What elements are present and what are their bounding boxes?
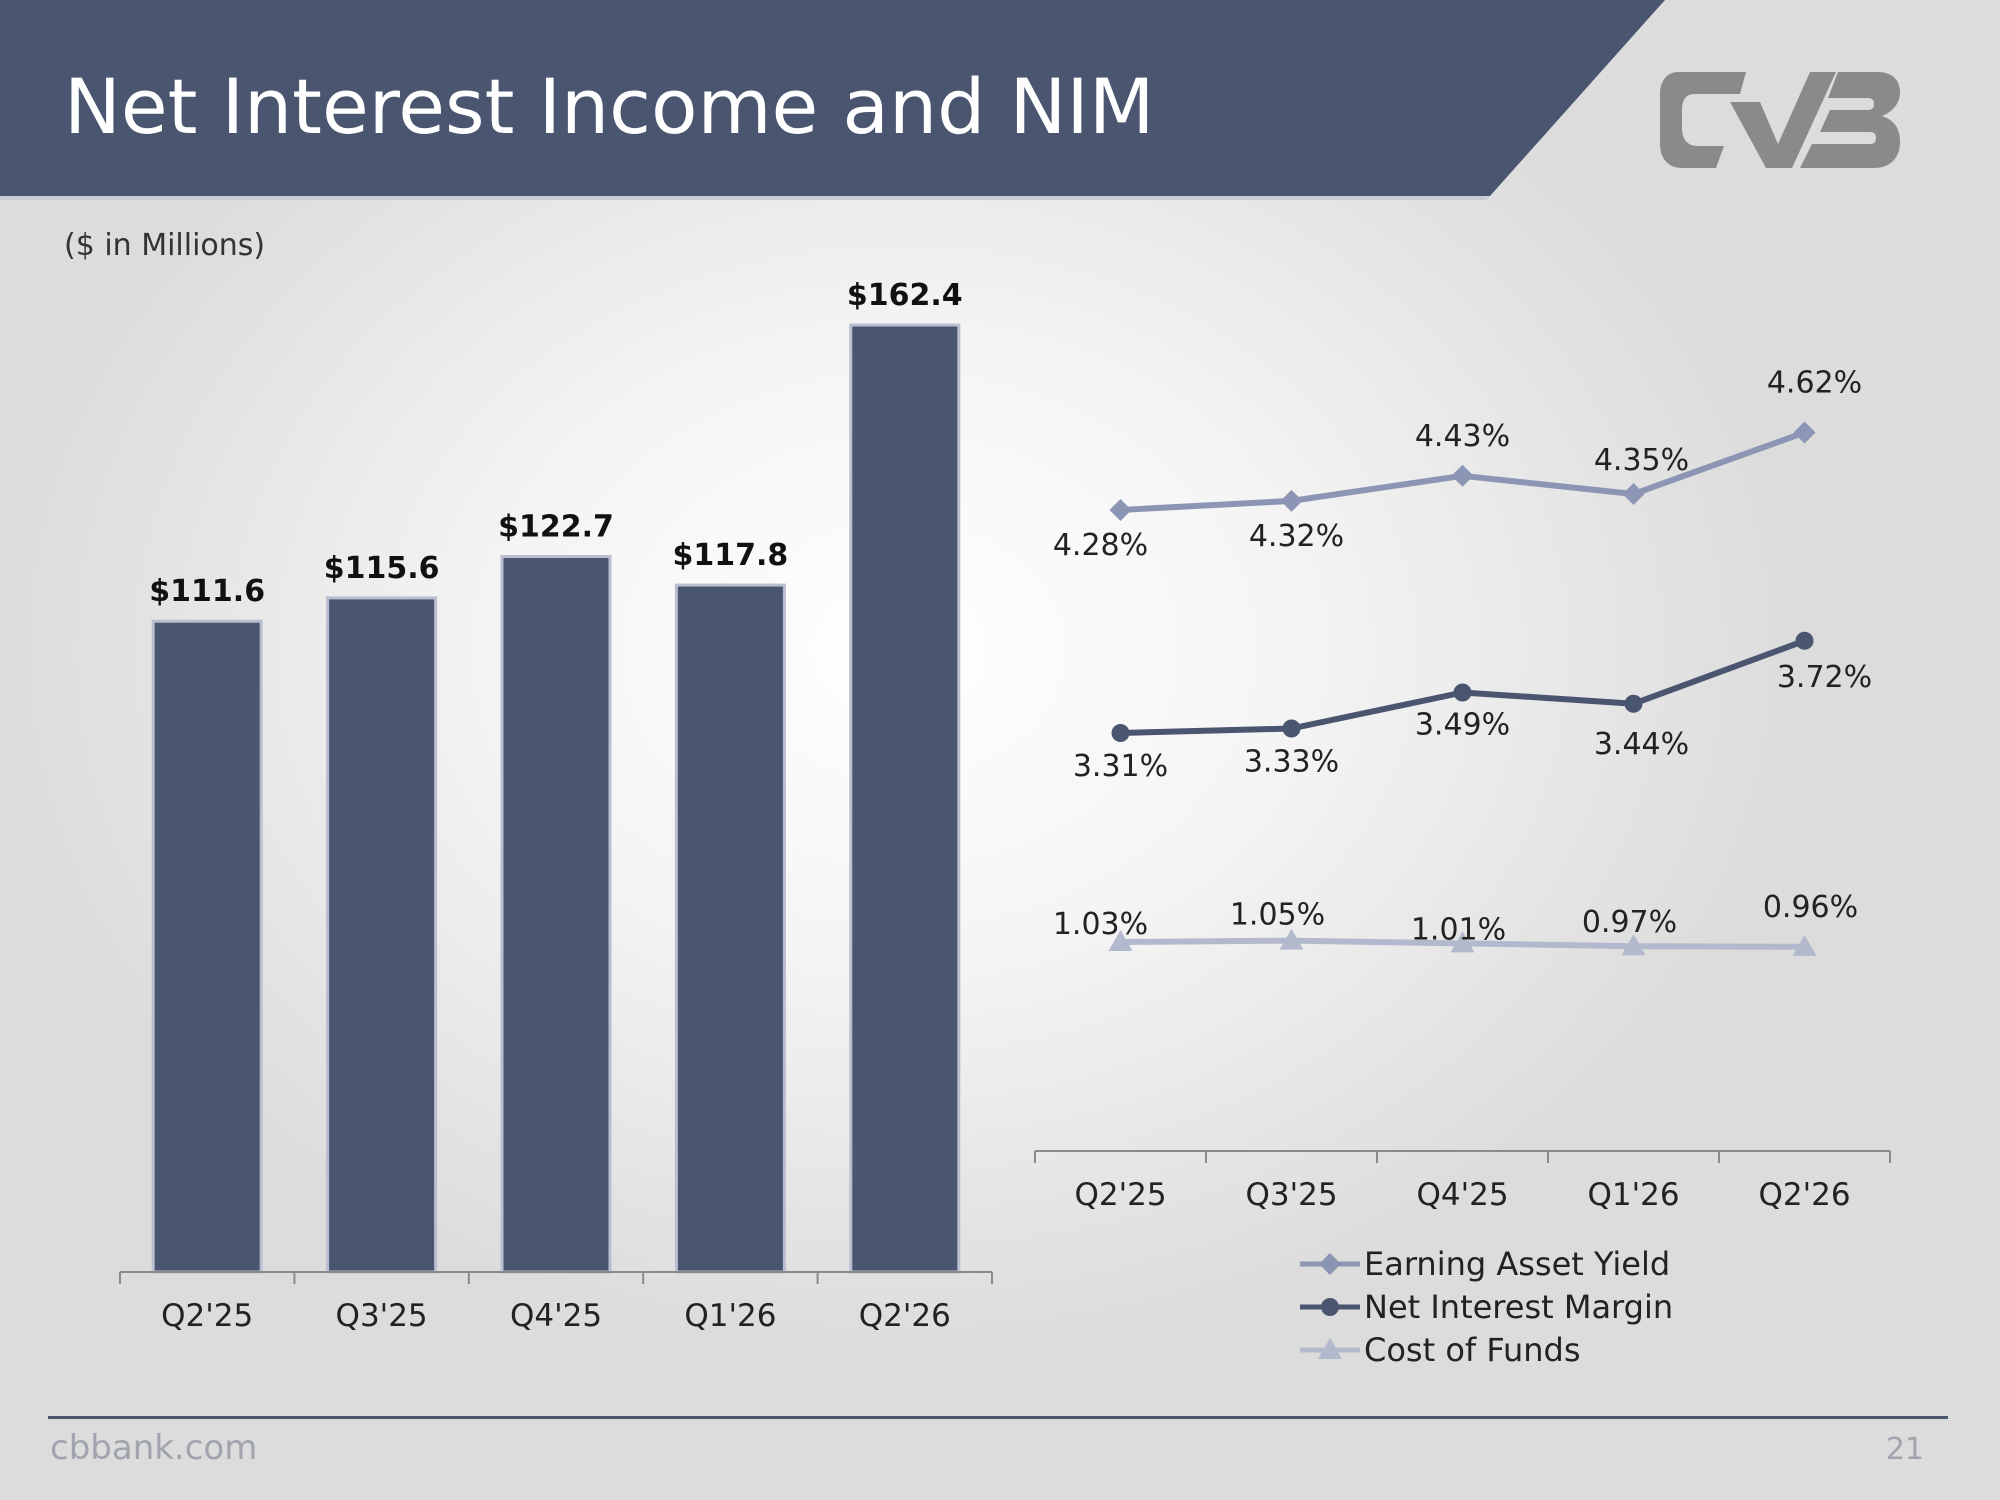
circle-marker bbox=[1795, 631, 1814, 650]
legend-label: Earning Asset Yield bbox=[1364, 1245, 1670, 1283]
diamond-marker bbox=[1793, 421, 1816, 444]
circle-marker bbox=[1624, 694, 1643, 713]
circle-marker bbox=[1111, 724, 1130, 742]
legend: Earning Asset Yield Net Interest Margin Co… bbox=[1300, 1245, 1673, 1369]
x-tick-label: Q4'25 bbox=[1416, 1177, 1508, 1213]
bar bbox=[500, 555, 612, 1274]
page-title: Net Interest Income and NIM bbox=[64, 62, 1155, 151]
net-interest-income-bar-chart: $111.6 Q2'25 $115.6 Q3'25 $122.7 Q4'25 $117.8 Q… bbox=[119, 278, 993, 1334]
circle-marker bbox=[1453, 683, 1472, 702]
point-data-label: 4.32% bbox=[1249, 519, 1344, 554]
point-data-label: 1.03% bbox=[1053, 907, 1148, 942]
bar bbox=[849, 323, 961, 1274]
footer-divider bbox=[48, 1416, 1948, 1419]
header-banner: Net Interest Income and NIM bbox=[0, 0, 2000, 210]
bar-data-label: $122.7 bbox=[498, 510, 614, 545]
triangle-marker bbox=[1621, 934, 1646, 956]
series-earning-asset-yield: 4.28% 4.32% 4.43% 4.35% 4.62% bbox=[1053, 365, 1862, 563]
triangle-marker bbox=[1450, 931, 1475, 953]
cvb-logo bbox=[1660, 72, 1900, 168]
point-data-label: 4.35% bbox=[1594, 443, 1689, 478]
triangle-marker bbox=[1108, 930, 1133, 951]
bar-data-label: $117.8 bbox=[673, 538, 789, 573]
legend-item: Net Interest Margin bbox=[1300, 1288, 1673, 1326]
diamond-marker bbox=[1451, 464, 1474, 487]
point-data-label: 0.97% bbox=[1582, 905, 1677, 940]
legend-label: Cost of Funds bbox=[1364, 1331, 1581, 1369]
x-tick-label: Q1'26 bbox=[684, 1298, 776, 1334]
x-tick-label: Q4'25 bbox=[510, 1298, 602, 1334]
bar bbox=[326, 596, 438, 1274]
point-data-label: 4.28% bbox=[1053, 528, 1148, 563]
legend-item: Earning Asset Yield bbox=[1300, 1245, 1670, 1283]
diamond-marker bbox=[1319, 1253, 1341, 1275]
series-cost-of-funds: 1.03% 1.05% 1.01% 0.97% 0.96% bbox=[1053, 890, 1858, 956]
x-tick-label: Q2'26 bbox=[1758, 1177, 1850, 1213]
series-net-interest-margin: 3.31% 3.33% 3.49% 3.44% 3.72% bbox=[1073, 631, 1872, 784]
circle-marker bbox=[1282, 719, 1301, 738]
footer-website: cbbank.com bbox=[50, 1428, 258, 1468]
page-number: 21 bbox=[1885, 1432, 1924, 1467]
units-note: ($ in Millions) bbox=[64, 228, 266, 263]
x-tick-label: Q3'25 bbox=[336, 1298, 428, 1334]
point-data-label: 1.01% bbox=[1411, 912, 1506, 947]
diamond-marker bbox=[1109, 499, 1132, 521]
point-data-label: 3.72% bbox=[1777, 660, 1872, 695]
point-data-label: 3.49% bbox=[1415, 708, 1510, 743]
x-tick-label: Q1'26 bbox=[1587, 1177, 1679, 1213]
bar-data-label: $111.6 bbox=[149, 574, 265, 609]
bar bbox=[151, 619, 263, 1274]
bar-data-label: $162.4 bbox=[847, 278, 963, 313]
point-data-label: 3.44% bbox=[1594, 727, 1689, 762]
triangle-marker bbox=[1792, 934, 1817, 956]
diamond-marker bbox=[1280, 489, 1303, 512]
triangle-marker bbox=[1279, 928, 1304, 950]
point-data-label: 1.05% bbox=[1230, 898, 1325, 933]
diamond-marker bbox=[1622, 483, 1645, 506]
point-data-label: 3.31% bbox=[1073, 749, 1168, 784]
point-data-label: 4.43% bbox=[1415, 419, 1510, 454]
header-shape bbox=[0, 0, 1665, 200]
bar-data-label: $115.6 bbox=[324, 551, 440, 586]
x-tick-label: Q2'25 bbox=[1074, 1177, 1166, 1213]
legend-item: Cost of Funds bbox=[1300, 1331, 1581, 1369]
point-data-label: 4.62% bbox=[1767, 365, 1862, 400]
legend-label: Net Interest Margin bbox=[1364, 1288, 1673, 1326]
nim-line-chart: 4.28% 4.32% 4.43% 4.35% 4.62% 3.31% 3.33% 3.49%… bbox=[1034, 365, 1891, 1369]
point-data-label: 0.96% bbox=[1763, 890, 1858, 925]
x-tick-label: Q3'25 bbox=[1245, 1177, 1337, 1213]
x-tick-label: Q2'25 bbox=[161, 1298, 253, 1334]
bar bbox=[674, 583, 786, 1274]
point-data-label: 3.33% bbox=[1244, 745, 1339, 780]
triangle-marker bbox=[1318, 1338, 1342, 1359]
circle-marker bbox=[1321, 1298, 1339, 1316]
x-tick-label: Q2'26 bbox=[859, 1298, 951, 1334]
